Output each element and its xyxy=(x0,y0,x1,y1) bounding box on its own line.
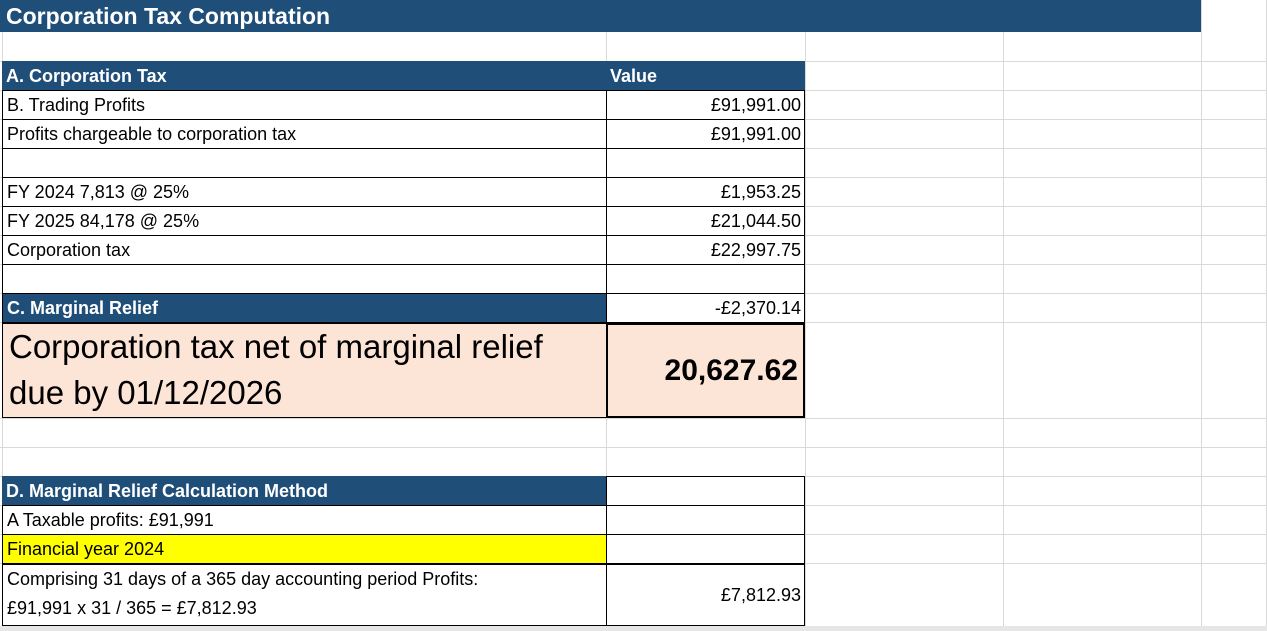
empty-cell[interactable] xyxy=(2,148,607,178)
net-tax-label[interactable]: Corporation tax net of marginal relief d… xyxy=(2,323,607,418)
net-tax-value[interactable]: 20,627.62 xyxy=(606,323,805,418)
taxable-profits-label[interactable]: A Taxable profits: £91,991 xyxy=(2,505,607,535)
empty-cell[interactable] xyxy=(606,505,805,535)
gridline xyxy=(2,418,3,477)
gridline xyxy=(606,418,607,477)
gridline xyxy=(606,32,607,62)
marginal-relief-value[interactable]: -£2,370.14 xyxy=(606,293,805,323)
fy2024-value[interactable]: £1,953.25 xyxy=(606,177,805,207)
gridline xyxy=(805,0,806,631)
empty-cell[interactable] xyxy=(2,264,607,294)
chargeable-profits-label[interactable]: Profits chargeable to corporation tax xyxy=(2,119,607,149)
net-tax-label-line1: Corporation tax net of marginal relief xyxy=(9,328,543,365)
section-a-header[interactable]: A. Corporation Tax xyxy=(2,61,607,91)
gridline xyxy=(2,32,3,62)
corporation-tax-label[interactable]: Corporation tax xyxy=(2,235,607,265)
gridline xyxy=(1003,0,1004,631)
comprising-line2: £91,991 x 31 / 365 = £7,812.93 xyxy=(7,598,257,618)
gridline xyxy=(0,447,1267,448)
gridline xyxy=(1201,0,1202,631)
empty-cell[interactable] xyxy=(606,534,805,564)
section-c-header[interactable]: C. Marginal Relief xyxy=(2,293,607,323)
sheet-title[interactable]: Corporation Tax Computation xyxy=(0,0,1201,32)
empty-cell[interactable] xyxy=(606,476,805,506)
trading-profits-value[interactable]: £91,991.00 xyxy=(606,90,805,120)
fy2024-label[interactable]: FY 2024 7,813 @ 25% xyxy=(2,177,607,207)
empty-cell[interactable] xyxy=(606,264,805,294)
corporation-tax-value[interactable]: £22,997.75 xyxy=(606,235,805,265)
empty-cell[interactable] xyxy=(606,148,805,178)
fy2025-value[interactable]: £21,044.50 xyxy=(606,206,805,236)
comprising-value[interactable]: £7,812.93 xyxy=(606,564,805,626)
trading-profits-label[interactable]: B. Trading Profits xyxy=(2,90,607,120)
fy2025-label[interactable]: FY 2025 84,178 @ 25% xyxy=(2,206,607,236)
financial-year-label[interactable]: Financial year 2024 xyxy=(2,534,607,564)
horizontal-scrollbar[interactable] xyxy=(0,626,1267,631)
gridline xyxy=(0,418,1267,419)
section-d-header[interactable]: D. Marginal Relief Calculation Method xyxy=(2,476,607,506)
comprising-line1: Comprising 31 days of a 365 day accounti… xyxy=(7,569,479,589)
value-column-header[interactable]: Value xyxy=(606,61,805,91)
chargeable-profits-value[interactable]: £91,991.00 xyxy=(606,119,805,149)
net-tax-label-line2: due by 01/12/2026 xyxy=(9,374,283,411)
comprising-label[interactable]: Comprising 31 days of a 365 day accounti… xyxy=(2,564,607,626)
